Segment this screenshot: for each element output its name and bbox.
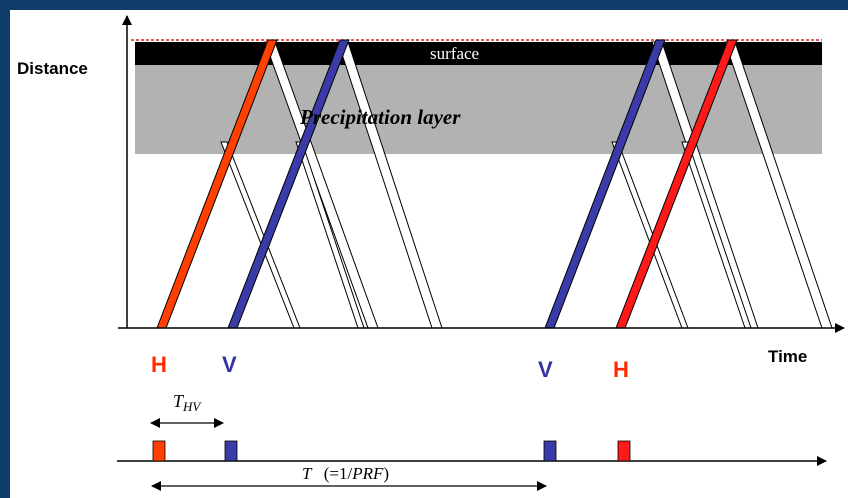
- timeline-pulse-h-2: [617, 440, 631, 462]
- t-hv-main: T: [173, 391, 185, 411]
- echo-traces: [220, 41, 833, 329]
- period-t: T: [302, 464, 313, 483]
- timeline-pulse-v-2: [543, 440, 557, 462]
- period-close: ): [383, 464, 389, 483]
- timeline-pulse-h-1: [152, 440, 166, 462]
- pulse-label-h-1: H: [151, 352, 167, 377]
- surface-label: surface: [430, 44, 479, 63]
- period-expr: (=1/: [324, 464, 353, 483]
- precipitation-layer-label: Precipitation layer: [299, 105, 461, 129]
- timeline-pulse-v-1: [224, 440, 238, 462]
- t-hv-subscript: HV: [182, 399, 202, 414]
- period-label: T (=1/PRF): [302, 464, 389, 483]
- pulse-label-h-2: H: [613, 357, 629, 382]
- period-prf: PRF: [351, 464, 384, 483]
- x-axis-label: Time: [768, 347, 807, 366]
- t-hv-label: THV: [173, 391, 202, 414]
- diagram-canvas: Distance Time surface Precipitation laye…: [10, 10, 848, 498]
- y-axis-label: Distance: [17, 59, 88, 78]
- pulse-label-v-1: V: [222, 352, 237, 377]
- radar-pulse-diagram: Distance Time surface Precipitation laye…: [17, 15, 845, 491]
- pulse-label-v-2: V: [538, 357, 553, 382]
